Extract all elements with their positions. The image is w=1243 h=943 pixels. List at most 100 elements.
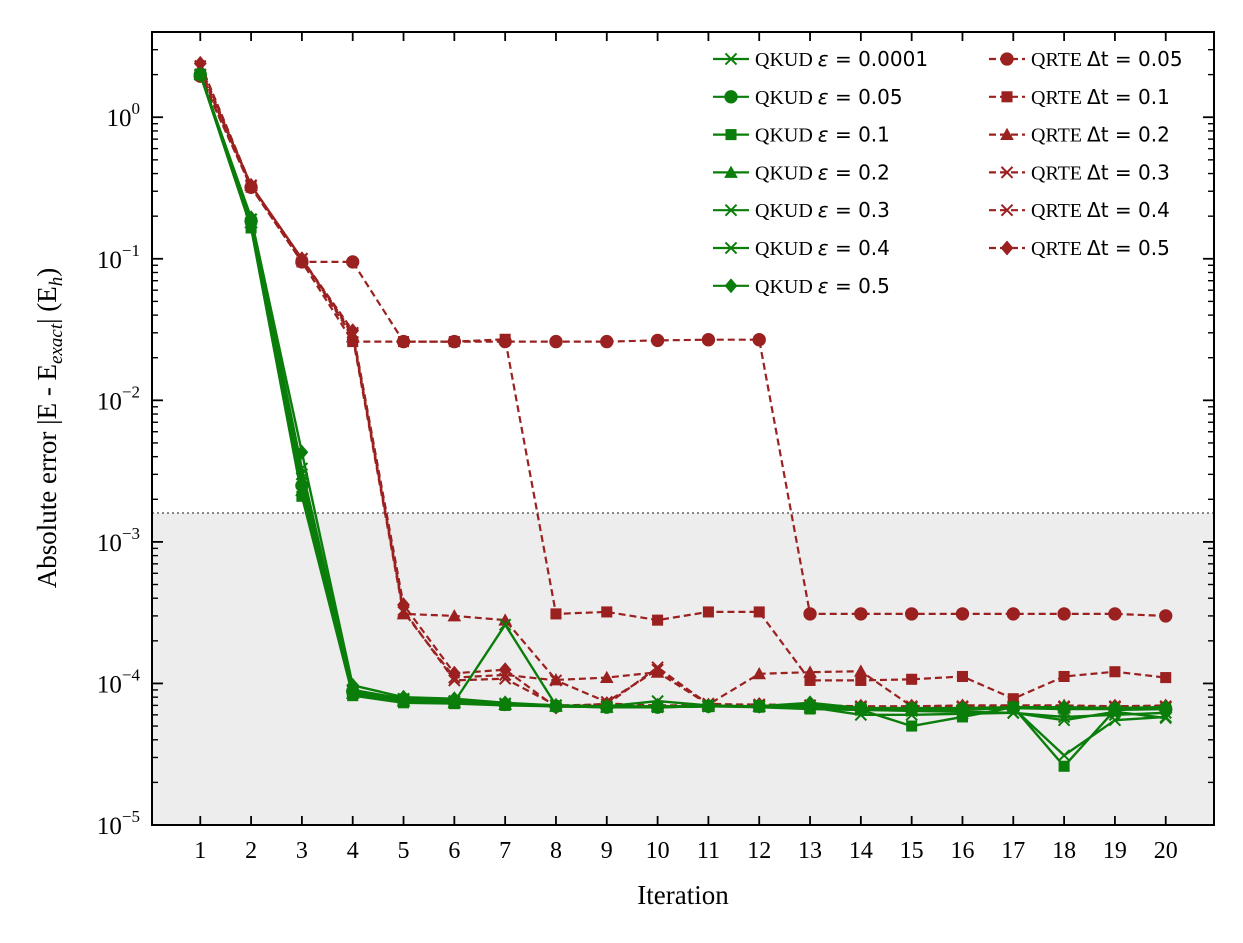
point-qkud-0-5-3 — [295, 444, 309, 460]
point-qrte-0-4-10 — [651, 661, 664, 674]
point-qkud-0-5-12 — [752, 698, 766, 714]
point-qkud-0-5-20 — [1159, 699, 1173, 715]
x-tick-label: 11 — [697, 838, 720, 864]
point-qkud-0-5-14 — [854, 700, 868, 716]
point-qrte-0-1-14 — [855, 674, 867, 686]
legend-marker-qrte-0-05 — [1000, 52, 1014, 66]
point-qrte-0-05-8 — [549, 334, 563, 349]
point-qrte-0-2-9 — [599, 670, 614, 684]
legend-item-qrte-0-4: QRTE Δt = 0.4 — [989, 198, 1170, 222]
point-qrte-0-1-11 — [702, 606, 714, 618]
y-tick-label: 100 — [107, 99, 141, 132]
x-tick-label: 16 — [950, 838, 974, 864]
x-tick-label: 6 — [448, 838, 460, 864]
point-qrte-0-1-19 — [1109, 666, 1121, 678]
legend-item-qkud-0-1: QKUD ε = 0.1 — [713, 123, 890, 147]
point-qrte-0-1-12 — [753, 606, 765, 618]
x-tick-label: 1 — [194, 838, 206, 864]
point-qrte-0-1-18 — [1058, 670, 1070, 683]
legend-marker-qkud-0-2 — [724, 165, 738, 178]
y-tick-label: 10−3 — [97, 524, 140, 557]
point-qkud-0-5-6 — [447, 691, 461, 707]
legend-marker-qkud-0-5 — [724, 278, 738, 294]
point-qrte-0-2-12 — [752, 666, 767, 680]
point-qrte-0-5-2 — [244, 177, 258, 193]
legend-label-qkud-0-0001: QKUD ε = 0.0001 — [755, 47, 928, 71]
point-qkud-0-5-16 — [956, 700, 969, 716]
legend-label-qrte-0-05: QRTE Δt = 0.05 — [1031, 47, 1183, 71]
legend-label-qkud-0-5: QKUD ε = 0.5 — [755, 274, 890, 298]
point-qrte-0-5-3 — [295, 251, 309, 267]
legend-marker-qkud-0-4 — [724, 241, 738, 255]
legend-item-qrte-0-5: QRTE Δt = 0.5 — [989, 236, 1170, 260]
x-tick-label: 2 — [245, 838, 257, 864]
legend-label-qrte-0-5: QRTE Δt = 0.5 — [1031, 236, 1170, 260]
point-qrte-0-2-13 — [803, 665, 817, 678]
legend-item-qkud-0-5: QKUD ε = 0.5 — [713, 274, 890, 298]
point-qrte-0-5-1 — [193, 55, 207, 71]
point-qrte-0-5-5 — [397, 597, 410, 613]
point-qrte-0-05-18 — [1057, 607, 1071, 621]
point-qrte-0-1-20 — [1160, 672, 1172, 684]
point-qkud-0-5-13 — [803, 695, 817, 711]
point-qrte-0-1-13 — [804, 674, 816, 686]
point-qkud-0-5-7 — [498, 695, 512, 711]
point-qkud-0-5-18 — [1057, 699, 1071, 715]
point-qrte-0-1-6 — [448, 336, 460, 348]
y-tick-label: 10−4 — [97, 665, 141, 698]
point-qrte-0-1-8 — [550, 608, 562, 620]
legend-label-qkud-0-4: QKUD ε = 0.4 — [755, 236, 890, 260]
chemical-accuracy-region — [152, 512, 1214, 825]
point-qrte-0-5-4 — [346, 323, 360, 339]
legend-item-qkud-0-4: QKUD ε = 0.4 — [713, 236, 890, 260]
legend-marker-qrte-0-2 — [1000, 127, 1014, 141]
legend-label-qrte-0-1: QRTE Δt = 0.1 — [1031, 85, 1170, 109]
point-qrte-0-1-10 — [652, 614, 664, 626]
point-qkud-0-5-8 — [549, 697, 563, 713]
point-qrte-0-3-8 — [549, 674, 563, 687]
y-tick-label: 10−5 — [97, 807, 140, 840]
point-qkud-0-5-5 — [397, 689, 410, 705]
legend-marker-qkud-0-0001 — [724, 52, 738, 66]
legend-item-qkud-0-0001: QKUD ε = 0.0001 — [713, 47, 928, 71]
legend-marker-qrte-0-1 — [1001, 91, 1013, 103]
y-axis-label: Absolute error |E - Eexact| (Eh) — [32, 268, 67, 589]
series-line-qkud-0-3 — [199, 74, 1166, 722]
x-tick-label: 5 — [398, 838, 410, 864]
point-qkud-0-1-3 — [296, 490, 308, 502]
point-qkud-0-5-15 — [905, 700, 919, 716]
series-line-qkud-0-5 — [199, 74, 1166, 710]
x-tick-label: 3 — [296, 838, 308, 864]
point-qrte-0-05-12 — [752, 333, 766, 347]
series-qkud-0-5 — [193, 67, 1173, 716]
point-qkud-0-4-19 — [1108, 713, 1122, 727]
x-tick-label: 18 — [1052, 838, 1076, 864]
x-tick-label: 8 — [550, 838, 562, 864]
x-tick-label: 12 — [747, 838, 771, 864]
point-qrte-0-1-5 — [398, 336, 410, 348]
point-qrte-0-05-10 — [650, 333, 665, 348]
point-qrte-0-05-19 — [1108, 607, 1122, 621]
plot-frame — [151, 31, 1215, 826]
point-qrte-0-1-7 — [499, 333, 511, 345]
point-qkud-0-5-1 — [193, 67, 207, 83]
x-tick-label: 14 — [849, 838, 873, 864]
point-qrte-0-2-10 — [650, 665, 665, 678]
x-tick-label: 15 — [900, 838, 924, 864]
series-line-qrte-0-05 — [199, 75, 1166, 617]
legend-marker-qrte-0-5 — [1000, 240, 1014, 256]
legend-label-qkud-0-05: QKUD ε = 0.05 — [755, 85, 903, 109]
legend-marker-qrte-0-4 — [1000, 203, 1014, 217]
x-tick-label: 4 — [347, 838, 359, 864]
x-tick-label: 13 — [798, 838, 822, 864]
legend-item-qkud-0-05: QKUD ε = 0.05 — [713, 85, 903, 109]
x-tick-label: 10 — [646, 838, 670, 864]
point-qrte-0-05-9 — [600, 334, 614, 349]
legend-label-qkud-0-3: QKUD ε = 0.3 — [755, 198, 890, 222]
legend-item-qrte-0-1: QRTE Δt = 0.1 — [989, 85, 1170, 109]
point-qkud-0-1-15 — [906, 720, 918, 732]
point-qrte-0-05-4 — [346, 255, 360, 269]
point-qkud-0-4-20 — [1159, 710, 1172, 724]
